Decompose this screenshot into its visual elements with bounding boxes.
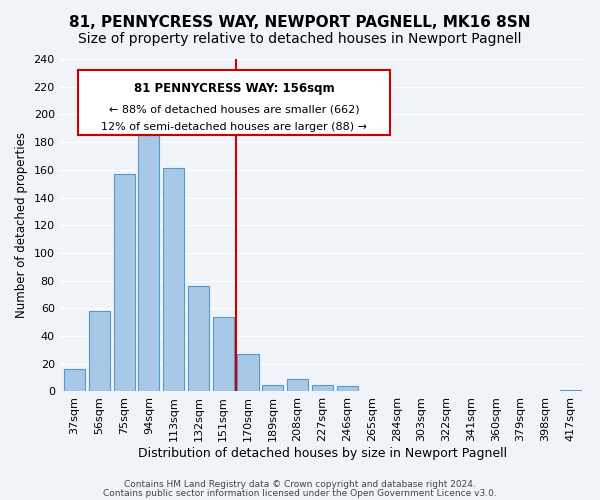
Text: Contains HM Land Registry data © Crown copyright and database right 2024.: Contains HM Land Registry data © Crown c… (124, 480, 476, 489)
Text: Contains public sector information licensed under the Open Government Licence v3: Contains public sector information licen… (103, 488, 497, 498)
Text: ← 88% of detached houses are smaller (662): ← 88% of detached houses are smaller (66… (109, 104, 359, 114)
Text: 12% of semi-detached houses are larger (88) →: 12% of semi-detached houses are larger (… (101, 122, 367, 132)
Bar (312, 384, 333, 392)
Bar (212, 316, 234, 392)
Bar (113, 174, 134, 392)
Bar (262, 384, 283, 392)
Bar (64, 370, 85, 392)
Bar (238, 354, 259, 392)
Text: Size of property relative to detached houses in Newport Pagnell: Size of property relative to detached ho… (78, 32, 522, 46)
Bar (89, 311, 110, 392)
Bar (139, 135, 160, 392)
Y-axis label: Number of detached properties: Number of detached properties (15, 132, 28, 318)
Bar (163, 168, 184, 392)
X-axis label: Distribution of detached houses by size in Newport Pagnell: Distribution of detached houses by size … (138, 447, 507, 460)
Bar (560, 390, 581, 392)
Text: 81, PENNYCRESS WAY, NEWPORT PAGNELL, MK16 8SN: 81, PENNYCRESS WAY, NEWPORT PAGNELL, MK1… (69, 15, 531, 30)
Text: 81 PENNYCRESS WAY: 156sqm: 81 PENNYCRESS WAY: 156sqm (134, 82, 334, 94)
Bar (287, 379, 308, 392)
Bar (337, 386, 358, 392)
Bar (188, 286, 209, 392)
